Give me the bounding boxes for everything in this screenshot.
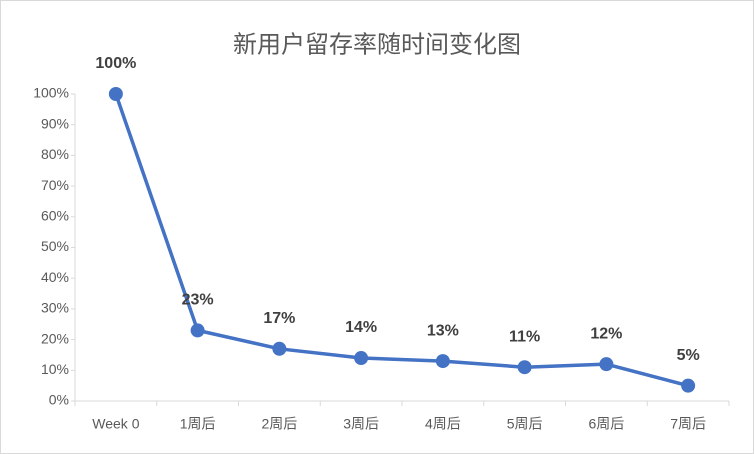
y-tick-label: 100% [33, 85, 69, 101]
point [681, 378, 696, 393]
y-tick-label: 10% [41, 361, 69, 377]
x-tick-label: 3周后 [343, 416, 379, 432]
data-label: 11% [509, 328, 540, 345]
y-tick-label: 50% [41, 238, 69, 254]
x-tick-label: 6周后 [588, 416, 624, 432]
point [517, 360, 532, 375]
point [599, 357, 614, 372]
y-tick-label: 60% [41, 208, 69, 224]
data-label: 17% [263, 310, 295, 327]
data-label: 23% [182, 292, 214, 309]
point [354, 351, 369, 366]
y-tick-label: 30% [41, 300, 69, 316]
y-tick-label: 0% [49, 392, 69, 408]
point [190, 323, 205, 338]
line [114, 93, 689, 388]
x-tick-label: 1周后 [180, 416, 216, 432]
y-tick-label: 70% [41, 177, 69, 193]
x-tick-label: 4周后 [425, 416, 461, 432]
point [272, 341, 287, 356]
data-label: 12% [590, 325, 622, 342]
x-tick-label: 2周后 [261, 416, 297, 432]
x-tick-label: 5周后 [507, 416, 543, 432]
y-tick-label: 80% [41, 146, 69, 162]
point [435, 354, 450, 369]
data-label: 14% [345, 319, 377, 336]
y-tick-label: 90% [41, 115, 69, 131]
data-label: 13% [427, 322, 459, 339]
x-tick-label: 7周后 [670, 416, 706, 432]
data-label: 5% [677, 347, 700, 364]
x-tick-label: Week 0 [92, 416, 139, 432]
y-tick-label: 20% [41, 330, 69, 346]
point [108, 87, 123, 101]
y-tick-label: 40% [41, 269, 69, 285]
chart-title: 新用户留存率随时间变化图 [233, 31, 521, 58]
data-label: 100% [95, 55, 136, 72]
